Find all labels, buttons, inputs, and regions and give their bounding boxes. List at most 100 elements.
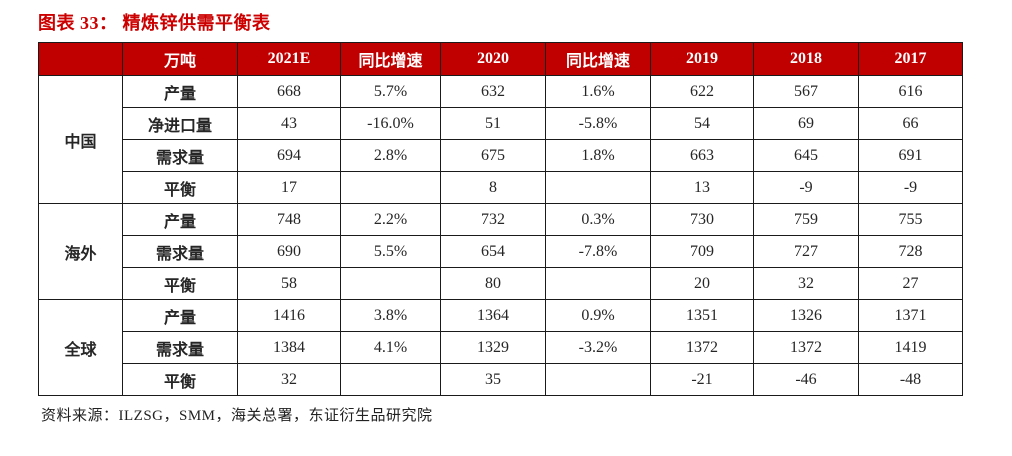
metric-cell: 需求量: [122, 139, 238, 172]
group-cell: 全球: [38, 299, 123, 396]
value-cell: 54: [650, 107, 754, 140]
value-cell: -9: [753, 171, 859, 204]
value-cell: 675: [440, 139, 546, 172]
value-cell: 727: [753, 235, 859, 268]
header-cell-3: 同比增速: [340, 42, 441, 76]
value-cell: 663: [650, 139, 754, 172]
metric-cell: 平衡: [122, 267, 238, 300]
value-cell: 1.8%: [545, 139, 651, 172]
value-cell: -48: [858, 363, 963, 396]
value-cell: 730: [650, 203, 754, 236]
value-cell: -7.8%: [545, 235, 651, 268]
value-cell: [545, 363, 651, 396]
value-cell: 728: [858, 235, 963, 268]
table-body: 中国 产量 668 5.7% 632 1.6% 622 567 616 净进口量 43 -16.0% 5…: [38, 75, 963, 396]
header-cell-7: 2018: [753, 42, 859, 76]
value-cell: 58: [237, 267, 341, 300]
value-cell: 0.3%: [545, 203, 651, 236]
page-title: 图表 33： 精炼锌供需平衡表: [38, 13, 271, 33]
value-cell: 51: [440, 107, 546, 140]
value-cell: 32: [237, 363, 341, 396]
table-row: 中国 产量 668 5.7% 632 1.6% 622 567 616: [38, 75, 963, 204]
value-cell: 732: [440, 203, 546, 236]
value-cell: 645: [753, 139, 859, 172]
value-cell: [545, 267, 651, 300]
value-cell: 690: [237, 235, 341, 268]
metric-cell: 净进口量: [122, 107, 238, 140]
value-cell: 668: [237, 75, 341, 108]
table-row: 需求量 1384 4.1% 1329 -3.2% 1372 1372 1419: [39, 331, 963, 364]
value-cell: 69: [753, 107, 859, 140]
value-cell: 1351: [650, 299, 754, 332]
value-cell: 616: [858, 75, 963, 108]
source-note: 资料来源：ILZSG，SMM，海关总署，东证衍生品研究院: [41, 408, 433, 424]
header-cell-empty: [38, 42, 123, 76]
value-cell: [545, 171, 651, 204]
table-row: 海外 产量 748 2.2% 732 0.3% 730 759 755: [38, 203, 963, 300]
value-cell: -3.2%: [545, 331, 651, 364]
value-cell: 1416: [237, 299, 341, 332]
table-row: 平衡 32 35 -21 -46 -48: [39, 363, 963, 396]
value-cell: 0.9%: [545, 299, 651, 332]
value-cell: 1372: [753, 331, 859, 364]
header-cell-8: 2017: [858, 42, 963, 76]
value-cell: 691: [858, 139, 963, 172]
value-cell: 2.8%: [340, 139, 441, 172]
value-cell: 1.6%: [545, 75, 651, 108]
value-cell: 27: [858, 267, 963, 300]
value-cell: 748: [237, 203, 341, 236]
table-row: 需求量 694 2.8% 675 1.8% 663 645 691: [39, 139, 963, 172]
value-cell: 709: [650, 235, 754, 268]
value-cell: 1371: [858, 299, 963, 332]
value-cell: 632: [440, 75, 546, 108]
value-cell: 567: [753, 75, 859, 108]
value-cell: 1419: [858, 331, 963, 364]
value-cell: [340, 267, 441, 300]
value-cell: 1384: [237, 331, 341, 364]
metric-cell: 平衡: [122, 171, 238, 204]
value-cell: 66: [858, 107, 963, 140]
value-cell: 694: [237, 139, 341, 172]
value-cell: [340, 363, 441, 396]
metric-cell: 产量: [122, 75, 238, 108]
header-cell-1: 万吨: [122, 42, 238, 76]
metric-cell: 产量: [122, 203, 238, 236]
value-cell: 13: [650, 171, 754, 204]
value-cell: -5.8%: [545, 107, 651, 140]
value-cell: 755: [858, 203, 963, 236]
group-cell: 中国: [38, 75, 123, 204]
value-cell: 5.5%: [340, 235, 441, 268]
value-cell: 4.1%: [340, 331, 441, 364]
table-header-row: 万吨 2021E 同比增速 2020 同比增速 2019 2018 2017: [38, 42, 963, 76]
metric-cell: 产量: [122, 299, 238, 332]
metric-cell: 平衡: [122, 363, 238, 396]
header-cell-5: 同比增速: [545, 42, 651, 76]
metric-cell: 需求量: [122, 235, 238, 268]
header-cell-6: 2019: [650, 42, 754, 76]
table-row: 平衡 17 8 13 -9 -9: [39, 171, 963, 204]
value-cell: 759: [753, 203, 859, 236]
value-cell: 3.8%: [340, 299, 441, 332]
value-cell: 2.2%: [340, 203, 441, 236]
value-cell: 32: [753, 267, 859, 300]
value-cell: 17: [237, 171, 341, 204]
value-cell: 43: [237, 107, 341, 140]
value-cell: 622: [650, 75, 754, 108]
group-cell: 海外: [38, 203, 123, 300]
value-cell: -16.0%: [340, 107, 441, 140]
value-cell: 1329: [440, 331, 546, 364]
zinc-balance-table: 万吨 2021E 同比增速 2020 同比增速 2019 2018 2017 中国 产量 668 5…: [38, 42, 963, 396]
value-cell: -46: [753, 363, 859, 396]
header-cell-2: 2021E: [237, 42, 341, 76]
value-cell: 8: [440, 171, 546, 204]
value-cell: 1364: [440, 299, 546, 332]
value-cell: 1326: [753, 299, 859, 332]
value-cell: [340, 171, 441, 204]
value-cell: 35: [440, 363, 546, 396]
table-row: 净进口量 43 -16.0% 51 -5.8% 54 69 66: [39, 107, 963, 140]
value-cell: -9: [858, 171, 963, 204]
value-cell: 1372: [650, 331, 754, 364]
value-cell: 20: [650, 267, 754, 300]
table-row: 平衡 58 80 20 32 27: [39, 267, 963, 300]
